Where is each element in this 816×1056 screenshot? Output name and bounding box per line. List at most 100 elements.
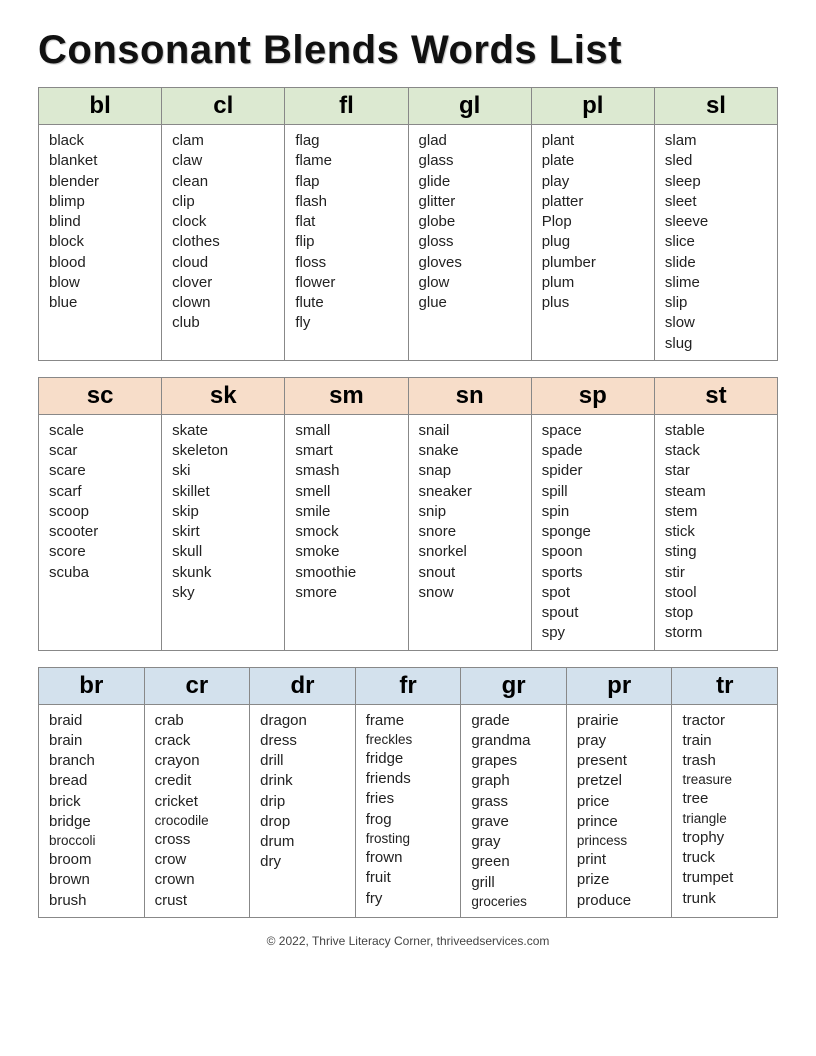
body-cell: braidbrainbranchbreadbrickbridgebroccoli…	[38, 705, 145, 918]
word: skillet	[172, 482, 276, 502]
section: blclflglplslblackblanketblenderblimpblin…	[38, 87, 778, 361]
word: small	[295, 421, 399, 441]
word: spin	[542, 502, 646, 522]
word: grave	[471, 812, 558, 832]
word: snorkel	[419, 542, 523, 562]
word: blood	[49, 253, 153, 273]
word: freckles	[366, 731, 453, 749]
word: drink	[260, 771, 347, 791]
word: clean	[172, 172, 276, 192]
word: gray	[471, 832, 558, 852]
word: scar	[49, 441, 153, 461]
word: glow	[419, 273, 523, 293]
word: crab	[155, 711, 242, 731]
word: sleep	[665, 172, 769, 192]
word: flip	[295, 232, 399, 252]
word: credit	[155, 771, 242, 791]
word: block	[49, 232, 153, 252]
header-row: brcrdrfrgrprtr	[38, 667, 778, 705]
body-cell: blackblanketblenderblimpblindblockbloodb…	[38, 125, 162, 361]
word: produce	[577, 891, 664, 911]
word: slug	[665, 334, 769, 354]
word: crust	[155, 891, 242, 911]
word: spider	[542, 461, 646, 481]
word: pray	[577, 731, 664, 751]
body-cell: tractortraintrashtreasuretreetriangletro…	[672, 705, 778, 918]
word: brown	[49, 870, 136, 890]
word: prairie	[577, 711, 664, 731]
word: slime	[665, 273, 769, 293]
word: scare	[49, 461, 153, 481]
word: plumber	[542, 253, 646, 273]
word: spoon	[542, 542, 646, 562]
word: prize	[577, 870, 664, 890]
word: crayon	[155, 751, 242, 771]
word: broom	[49, 850, 136, 870]
page-title: Consonant Blends Words List	[38, 28, 778, 73]
word: globe	[419, 212, 523, 232]
word: sports	[542, 563, 646, 583]
word: flute	[295, 293, 399, 313]
word: treasure	[682, 771, 769, 789]
word: ski	[172, 461, 276, 481]
word: slide	[665, 253, 769, 273]
word: frosting	[366, 830, 453, 848]
word: crow	[155, 850, 242, 870]
word: claw	[172, 151, 276, 171]
word: skate	[172, 421, 276, 441]
word: flag	[295, 131, 399, 151]
word: star	[665, 461, 769, 481]
word: frog	[366, 810, 453, 830]
body-cell: crabcrackcrayoncreditcricketcrocodilecro…	[145, 705, 251, 918]
word: trumpet	[682, 868, 769, 888]
word: trophy	[682, 828, 769, 848]
word: smoke	[295, 542, 399, 562]
word: smoothie	[295, 563, 399, 583]
word: tree	[682, 789, 769, 809]
word: friends	[366, 769, 453, 789]
footer-text: © 2022, Thrive Literacy Corner, thriveed…	[38, 934, 778, 948]
body-cell: skateskeletonskiskilletskipskirtskullsku…	[162, 415, 285, 651]
body-cell: smallsmartsmashsmellsmilesmocksmokesmoot…	[285, 415, 408, 651]
word: scuba	[49, 563, 153, 583]
word: glide	[419, 172, 523, 192]
word: smell	[295, 482, 399, 502]
word: spout	[542, 603, 646, 623]
word: gloss	[419, 232, 523, 252]
word: drum	[260, 832, 347, 852]
word: brush	[49, 891, 136, 911]
word: fry	[366, 889, 453, 909]
header-cell: fr	[356, 667, 462, 705]
word: glad	[419, 131, 523, 151]
word: train	[682, 731, 769, 751]
word: spy	[542, 623, 646, 643]
word: triangle	[682, 810, 769, 828]
word: snail	[419, 421, 523, 441]
header-cell: dr	[250, 667, 356, 705]
word: plus	[542, 293, 646, 313]
header-row: blclflglplsl	[38, 87, 778, 125]
word: sled	[665, 151, 769, 171]
word: stick	[665, 522, 769, 542]
word: stool	[665, 583, 769, 603]
word: slip	[665, 293, 769, 313]
word: space	[542, 421, 646, 441]
word: present	[577, 751, 664, 771]
word: glass	[419, 151, 523, 171]
word: spot	[542, 583, 646, 603]
word: clothes	[172, 232, 276, 252]
word: blue	[49, 293, 153, 313]
header-cell: st	[655, 377, 778, 415]
word: skull	[172, 542, 276, 562]
word: black	[49, 131, 153, 151]
word: crown	[155, 870, 242, 890]
word: frame	[366, 711, 453, 731]
word: sleet	[665, 192, 769, 212]
word: print	[577, 850, 664, 870]
word: stable	[665, 421, 769, 441]
header-cell: bl	[38, 87, 162, 125]
body-cell: spacespadespiderspillspinspongespoonspor…	[532, 415, 655, 651]
word: clown	[172, 293, 276, 313]
word: slam	[665, 131, 769, 151]
header-cell: cr	[145, 667, 251, 705]
